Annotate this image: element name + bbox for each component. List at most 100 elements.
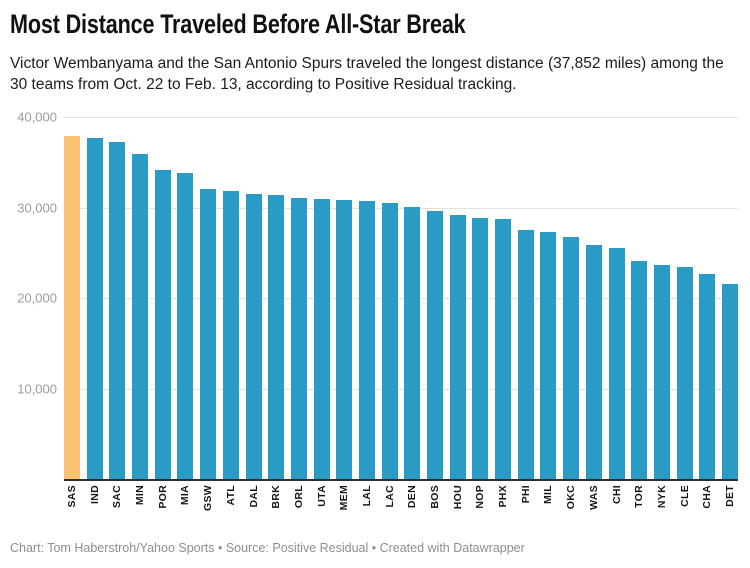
x-axis-tick-label: GSW	[202, 485, 215, 511]
gridline-10000	[64, 388, 738, 390]
x-axis-tick-CLE: CLE	[677, 485, 693, 529]
x-axis-tick-BRK: BRK	[268, 485, 284, 529]
bar-MEM	[336, 200, 353, 479]
x-axis: SAS IND SAC MIN POR MIA GSW ATL DAL BRK ORL UTA MEM L…	[64, 485, 738, 529]
bar-DET	[721, 284, 738, 479]
x-axis-tick-label: IND	[88, 485, 101, 504]
x-axis-tick-label: NOP	[474, 485, 487, 509]
x-axis-tick-LAL: LAL	[359, 485, 375, 529]
bar-OKC	[563, 237, 580, 479]
footer-credit: Chart: Tom Haberstroh/Yahoo Sports • Sou…	[10, 541, 525, 555]
x-axis-tick-label: ATL	[224, 485, 237, 506]
bar-ORL	[290, 197, 307, 479]
x-axis-tick-IND: IND	[87, 485, 103, 529]
gridline-20000	[64, 298, 738, 299]
x-axis-tick-ORL: ORL	[291, 485, 307, 529]
x-axis-tick-label: NYK	[655, 485, 668, 509]
x-axis-tick-label: MIA	[179, 485, 192, 506]
x-axis-tick-CHI: CHI	[609, 485, 625, 529]
bar-CLE	[676, 267, 693, 479]
x-axis-tick-label: BRK	[270, 485, 283, 509]
bar-TOR	[631, 260, 648, 479]
bar-PHI	[517, 230, 534, 479]
x-axis-tick-CHA: CHA	[699, 485, 715, 529]
y-axis: 40,000 30,000 20,000 10,000	[0, 110, 57, 479]
x-axis-tick-NYK: NYK	[654, 485, 670, 529]
x-axis-tick-UTA: UTA	[314, 485, 330, 529]
bar-IND	[86, 137, 103, 479]
y-axis-tick-label: 40,000	[17, 109, 57, 125]
x-axis-tick-TOR: TOR	[631, 485, 647, 529]
bar-NOP	[472, 218, 489, 479]
gridline-40000	[64, 117, 738, 118]
bar-HOU	[449, 214, 466, 479]
x-axis-tick-MIN: MIN	[132, 485, 148, 529]
x-axis-tick-label: MIN	[134, 485, 147, 506]
bar-POR	[154, 169, 171, 479]
y-axis-tick-label: 20,000	[17, 290, 57, 306]
x-axis-tick-label: LAL	[360, 485, 373, 507]
bar-ATL	[222, 191, 239, 479]
x-axis-tick-DEN: DEN	[404, 485, 420, 529]
x-axis-tick-MIA: MIA	[177, 485, 193, 529]
bar-BOS	[427, 211, 443, 479]
x-axis-tick-label: POR	[156, 485, 169, 509]
x-axis-tick-label: PHX	[497, 485, 510, 508]
bar-SAC	[109, 142, 126, 479]
x-axis-baseline	[64, 479, 738, 481]
chart-title: Most Distance Traveled Before All-Star B…	[10, 9, 466, 39]
x-axis-tick-label: SAC	[111, 485, 124, 509]
x-axis-tick-label: DET	[723, 485, 736, 507]
bar-NYK	[653, 264, 670, 479]
x-axis-tick-WAS: WAS	[586, 485, 602, 529]
x-axis-tick-MIL: MIL	[540, 485, 556, 529]
x-axis-tick-label: HOU	[451, 485, 464, 510]
x-axis-tick-LAC: LAC	[382, 485, 398, 529]
x-axis-tick-label: CHA	[701, 485, 714, 509]
x-axis-tick-PHX: PHX	[495, 485, 511, 529]
x-axis-tick-label: ORL	[292, 485, 305, 509]
bar-SAS	[64, 136, 80, 479]
bar-CHI	[608, 248, 625, 479]
x-axis-tick-label: SAS	[66, 485, 78, 508]
x-axis-tick-label: MIL	[542, 485, 555, 504]
x-axis-tick-label: PHI	[519, 485, 532, 504]
bar-DEN	[404, 206, 421, 479]
x-axis-tick-DET: DET	[722, 485, 738, 529]
x-axis-tick-SAC: SAC	[109, 485, 125, 529]
bar-GSW	[200, 188, 217, 479]
x-axis-tick-label: DEN	[406, 485, 419, 509]
bars-container	[64, 117, 738, 479]
x-axis-tick-label: CHI	[610, 485, 623, 504]
x-axis-tick-label: WAS	[587, 485, 600, 510]
bar-PHX	[495, 219, 512, 479]
bar-DAL	[245, 193, 262, 479]
x-axis-tick-label: BOS	[429, 485, 441, 509]
bar-MIL	[540, 231, 557, 479]
gridline-30000	[64, 207, 738, 209]
x-axis-tick-SAS: SAS	[64, 485, 80, 529]
x-axis-tick-HOU: HOU	[450, 485, 466, 529]
x-axis-tick-label: DAL	[247, 485, 260, 508]
x-axis-tick-GSW: GSW	[200, 485, 216, 529]
x-axis-tick-label: TOR	[633, 485, 646, 508]
y-axis-tick-label: 10,000	[17, 381, 57, 396]
plot-area	[64, 117, 738, 481]
bar-WAS	[585, 244, 602, 479]
bar-CHA	[699, 274, 716, 479]
y-axis-tick-label: 30,000	[17, 200, 57, 215]
chart-subtitle: Victor Wembanyama and the San Antonio Sp…	[10, 55, 724, 93]
x-axis-tick-OKC: OKC	[563, 485, 579, 529]
x-axis-tick-ATL: ATL	[223, 485, 239, 529]
x-axis-tick-NOP: NOP	[472, 485, 488, 529]
x-axis-tick-label: LAC	[383, 485, 396, 508]
x-axis-tick-MEM: MEM	[336, 485, 352, 529]
bar-UTA	[313, 199, 330, 479]
bar-LAC	[381, 202, 398, 479]
x-axis-tick-label: UTA	[315, 485, 328, 507]
x-axis-tick-label: MEM	[338, 485, 351, 511]
bar-BRK	[268, 194, 285, 479]
bar-LAL	[358, 201, 375, 479]
x-axis-tick-POR: POR	[155, 485, 171, 529]
